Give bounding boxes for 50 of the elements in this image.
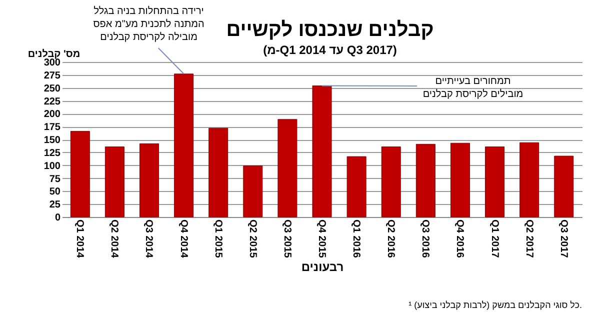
text: ¹ כל סוגי הקבלנים במשק (לרבות קבלני ביצוע). [408,300,582,310]
bar [381,146,401,218]
bar [346,156,366,218]
bar [174,74,194,218]
x-tick-label: Q4 2014 [178,220,189,258]
y-tick-label: 25 [49,200,61,211]
bar [312,86,332,218]
bar [554,156,574,218]
x-tick-label: Q1 2017 [488,220,500,258]
bar [416,144,436,218]
y-tick-label: 0 [54,212,61,224]
x-tick-label: Q3 2014 [143,220,154,258]
y-tick-label: 175 [44,122,61,134]
x-tick-label: Q4 2015 [316,220,327,258]
annotation: תמחורים בעייתיים מובילים לקריסת קבלנים [422,76,524,100]
y-tick-label: 275 [44,70,61,82]
y-tick-label: 75 [49,174,61,185]
y-tick-label: 250 [44,83,61,94]
bar [139,143,159,218]
y-tick-label: 50 [49,186,61,198]
x-tick-label: Q2 2014 [108,220,120,258]
x-tick-label: Q2 2016 [385,220,396,258]
y-tick-label: 225 [44,96,61,108]
bar [485,146,505,218]
bar [104,146,124,218]
y-tick-label: 150 [44,135,61,146]
y-axis-title: מס' קבלנים [28,48,80,60]
x-tick-label: Q3 2015 [281,220,292,258]
x-tick-label: Q1 2016 [350,220,362,258]
x-axis-title: רבעונים [301,260,344,274]
bar [278,119,298,218]
y-tick-label: 100 [44,160,61,172]
chart-title: קבלנים שנכנסו לקשיים [226,19,434,41]
x-tick-label: Q1 2015 [212,220,224,258]
y-tick-label: 200 [44,109,61,120]
annotation: ירידה בהתחלות בניה בגלל המתנה לתכנית מע"מ אפס מובילה לקריסת קבלנים [93,4,204,43]
bar [208,128,228,218]
bar [520,142,540,218]
x-tick-label: Q3 2016 [420,220,431,258]
x-tick-label: Q1 2014 [74,220,86,258]
x-tick-label: Q3 2017 [558,220,569,258]
x-tick-label: Q2 2017 [523,220,534,258]
x-tick-label: Q4 2016 [454,220,466,258]
bar [450,142,470,218]
bar [243,166,263,218]
y-tick-label: 125 [44,148,61,159]
y-tick-label: 300 [44,58,61,68]
x-tick-label: Q2 2015 [246,220,258,258]
bar [70,130,90,218]
chart-subtitle: (מ-Q1 2014 עד Q3 2017) [263,43,397,57]
